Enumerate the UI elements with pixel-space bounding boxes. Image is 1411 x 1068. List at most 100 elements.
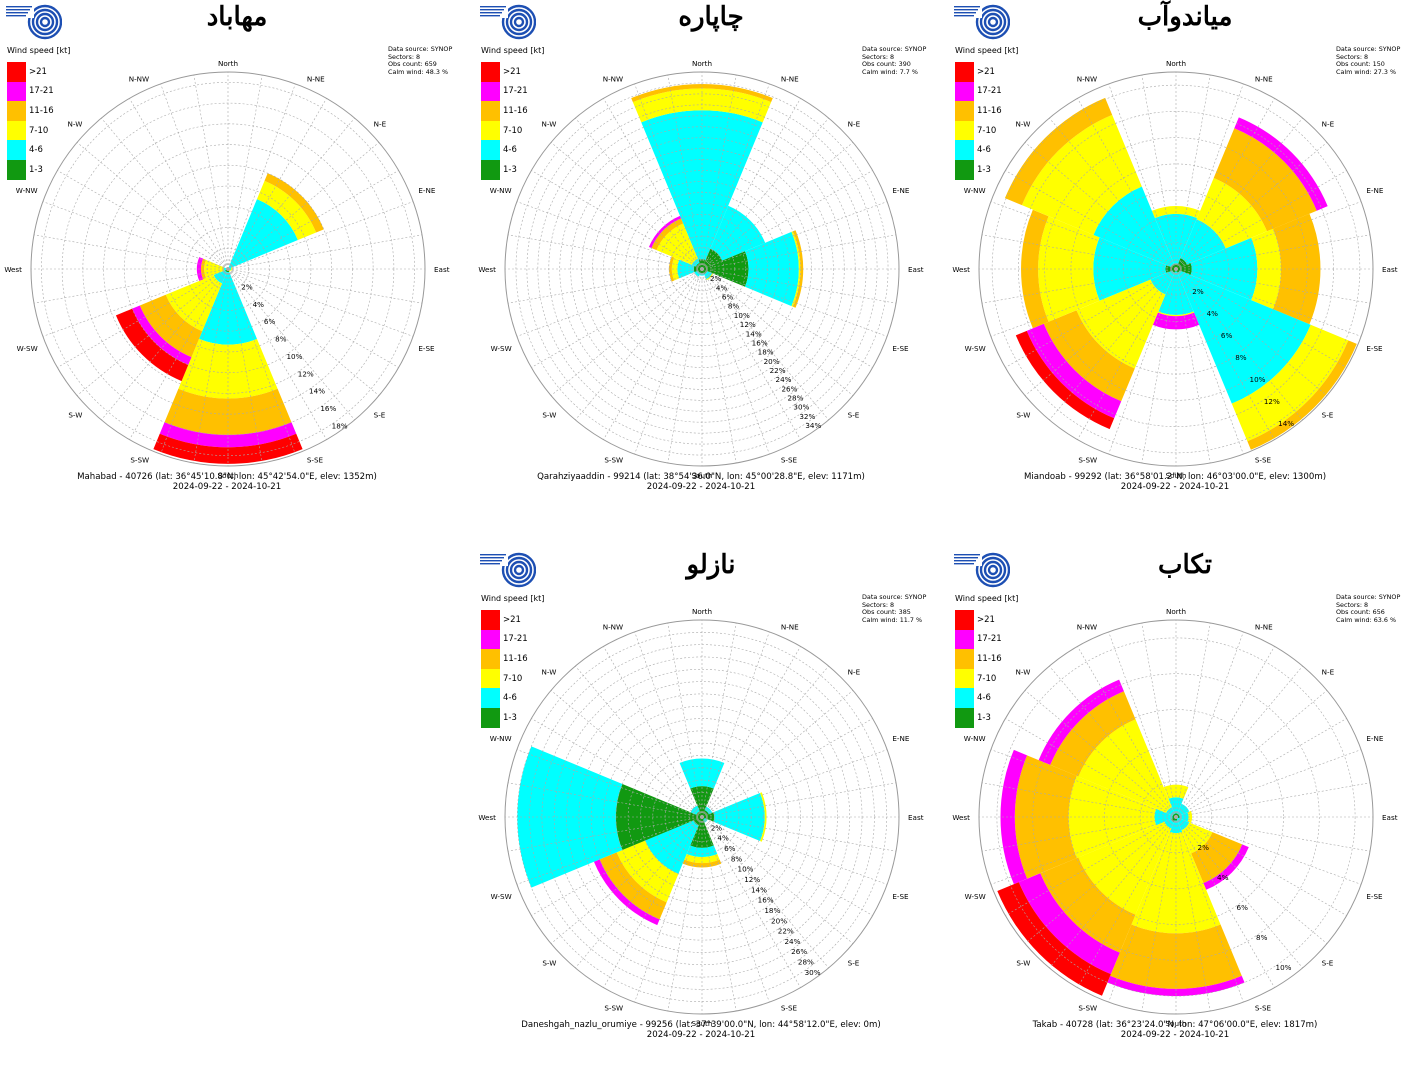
logo-text-line [954, 557, 978, 559]
wind-bar-segment [164, 388, 292, 435]
legend-swatch [481, 668, 500, 689]
logo-ring [975, 552, 1010, 588]
wind-bar-segment [1177, 270, 1311, 404]
grid-spoke [701, 268, 897, 304]
wind-bar-segment [599, 852, 667, 920]
grid-spoke [701, 622, 737, 818]
direction-label: W-SW [965, 344, 986, 353]
wind-bar-segment [694, 270, 701, 277]
legend-item: 1-3 [955, 707, 1002, 728]
legend-swatch [481, 120, 500, 141]
grid-spoke [1077, 268, 1177, 440]
wind-bar-segment [1050, 691, 1136, 777]
grid-spoke [227, 268, 399, 368]
percent-tick-label: 14% [746, 329, 762, 338]
logo-ring [509, 560, 529, 580]
wind-rose-chart-miandoab: North N-NE N-E E-NE East E-SE S-E S-SE South S-SW… [952, 59, 1397, 480]
station-info: Qarahziyaaddin - 99214 (lat: 38°54'36.0"… [537, 472, 865, 482]
logo-text-line [480, 557, 504, 559]
grid-spoke [227, 268, 414, 337]
legend-swatch [955, 120, 974, 141]
direction-label: S-W [1016, 959, 1030, 968]
grid-circle [1044, 137, 1308, 401]
meta-line: Obs count: 385 [862, 608, 911, 617]
grid-spoke [1175, 665, 1303, 818]
grid-spoke [227, 268, 423, 304]
legend-swatch [955, 140, 974, 160]
wind-bar-segment [228, 199, 298, 269]
bars [997, 679, 1249, 997]
direction-label: S-SE [1255, 455, 1272, 464]
legend-swatch [7, 62, 26, 82]
grid-spoke [575, 816, 703, 969]
direction-label: N-NE [307, 75, 325, 84]
wind-bar-segment [199, 271, 257, 345]
wind-rose-chart-mahabad: North N-NE N-E E-NE East E-SE S-E S-SE South S-SW… [4, 59, 449, 480]
grid-spoke [981, 782, 1177, 818]
legend-item: 7-10 [955, 120, 1002, 141]
meta-line: Calm wind: 7.7 % [862, 67, 918, 76]
grid-spoke [1175, 170, 1347, 270]
percent-tick-label: 8% [1235, 353, 1247, 362]
direction-label: E-SE [892, 892, 909, 901]
grid-spoke [701, 268, 737, 464]
legend-item: 4-6 [955, 688, 1002, 708]
percent-tick-label: 14% [1278, 419, 1294, 428]
legend-item: 1-3 [481, 159, 528, 180]
grid-spoke [1108, 816, 1177, 1003]
direction-label: North [1166, 59, 1186, 68]
legend-swatch [481, 629, 500, 650]
grid-spoke [701, 718, 873, 818]
wind-bar-segment [682, 859, 722, 868]
grid-spoke [1175, 268, 1275, 440]
wind-bar-segment [641, 110, 763, 260]
direction-label: N-NW [1077, 623, 1097, 632]
grid-spoke [1175, 631, 1244, 818]
grid-spoke [33, 268, 229, 304]
direction-label: S-W [68, 411, 82, 420]
wind-bar-segment [223, 267, 227, 271]
logo-graphic [4, 4, 62, 40]
legend-item: 17-21 [481, 629, 528, 650]
direction-label: N-W [1016, 667, 1031, 676]
grid-spoke [550, 142, 703, 270]
wind-bar-segment [997, 882, 1111, 996]
percent-tick-label: 12% [744, 875, 760, 884]
grid-spoke [1175, 268, 1371, 304]
direction-label: N-NE [1255, 75, 1273, 84]
grid-spoke [1175, 816, 1347, 916]
meta-line: Calm wind: 48.3 % [388, 67, 449, 76]
grid-spoke [227, 142, 380, 270]
logo-text-line [954, 6, 980, 8]
grid-spoke [550, 690, 703, 818]
direction-label: S-SW [604, 1003, 623, 1012]
wind-bar-segment [615, 784, 702, 850]
grid-circle [559, 126, 845, 412]
grid-spoke [129, 268, 229, 440]
grid-spoke [990, 749, 1177, 818]
wind-bar-segment [1018, 873, 1120, 975]
grid-spoke [667, 622, 703, 818]
legend-label: 1-3 [29, 164, 43, 175]
direction-label: S-SE [307, 455, 324, 464]
grid-circle [515, 82, 889, 456]
grid-spoke [701, 83, 770, 270]
legend-item: 4-6 [481, 140, 528, 160]
legend-item: 11-16 [955, 649, 1002, 669]
grid-spoke [516, 749, 703, 818]
wind-bar-segment [1110, 924, 1242, 989]
percent-tick-label: 6% [1237, 903, 1249, 912]
grid-spoke [57, 268, 229, 368]
grid-spoke [227, 234, 423, 270]
legend-title: Wind speed [kt] [481, 594, 545, 603]
percent-tick-label: 10% [738, 865, 754, 874]
direction-label: N-NE [781, 623, 799, 632]
wind-bar-segment [1176, 817, 1190, 831]
data-source-info: Data source: SYNOP Sectors: 8 Obs count:… [1336, 593, 1400, 624]
grid-spoke [1108, 268, 1177, 455]
legend: >21 17-21 11-16 7-10 4-6 1-3 [481, 62, 528, 180]
grid-spoke [667, 816, 703, 1012]
percent-tick-label: 2% [1198, 843, 1210, 852]
wind-bar-segment [679, 758, 725, 789]
legend: >21 17-21 11-16 7-10 4-6 1-3 [955, 62, 1002, 180]
